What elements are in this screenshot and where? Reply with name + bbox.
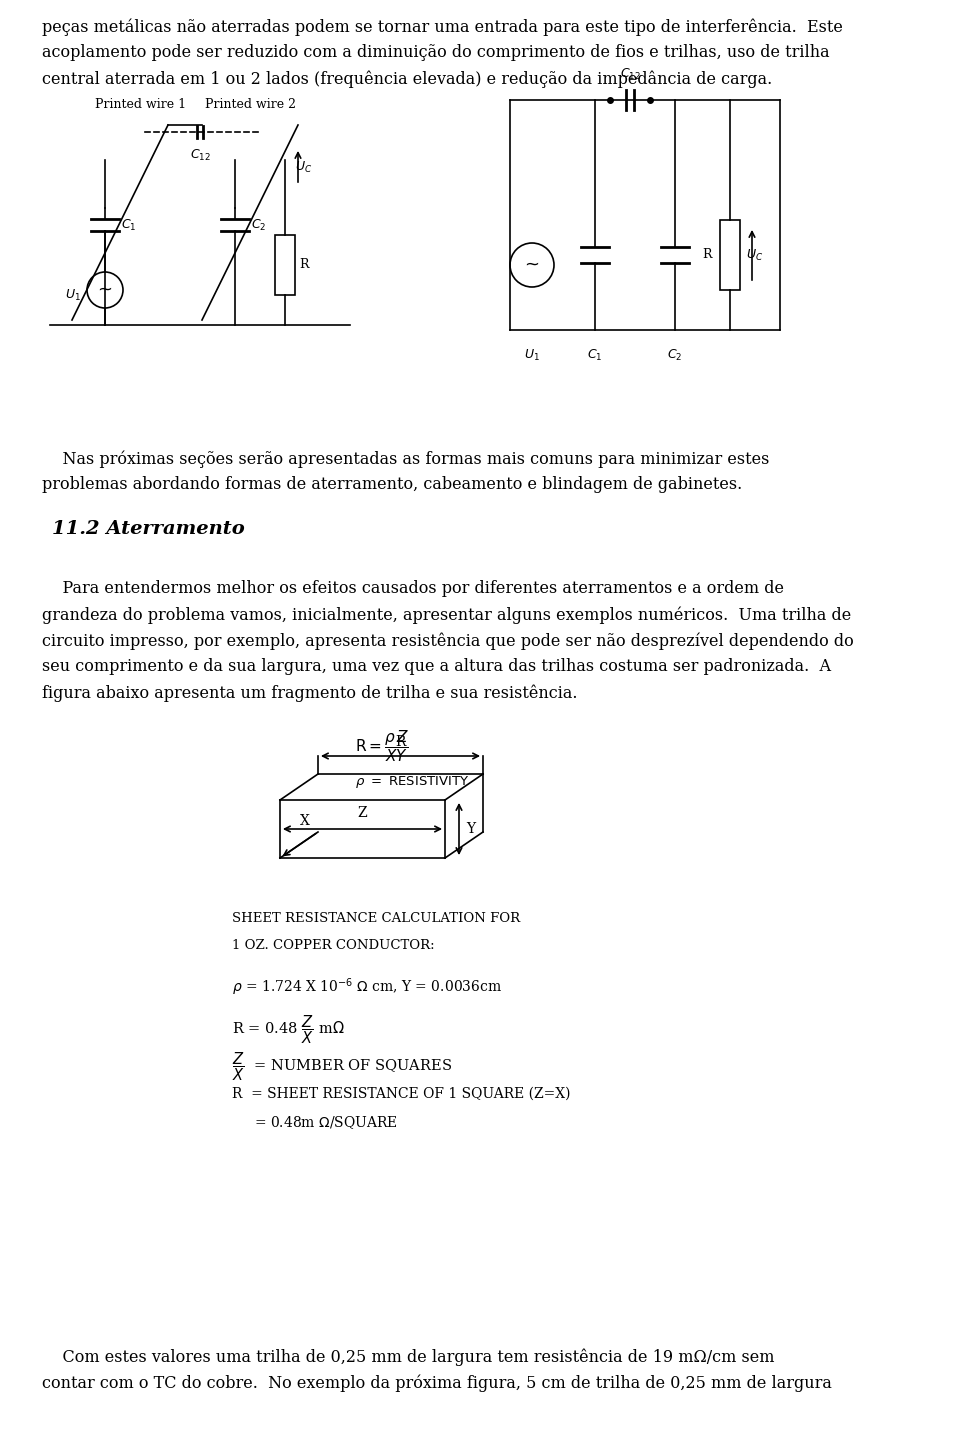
- Text: ~: ~: [98, 281, 112, 299]
- Text: 1 OZ. COPPER CONDUCTOR:: 1 OZ. COPPER CONDUCTOR:: [232, 939, 435, 952]
- Text: circuito impresso, por exemplo, apresenta resistência que pode ser não desprezív: circuito impresso, por exemplo, apresent…: [42, 632, 853, 650]
- Text: ~: ~: [524, 256, 540, 274]
- Text: R: R: [299, 259, 308, 272]
- Text: $\mathrm{R} = \dfrac{\rho\,Z}{XY}$: $\mathrm{R} = \dfrac{\rho\,Z}{XY}$: [355, 727, 409, 763]
- Text: $U_1$: $U_1$: [524, 348, 540, 364]
- Text: central aterrada em 1 ou 2 lados (frequência elevada) e redução da impedância de: central aterrada em 1 ou 2 lados (frequê…: [42, 70, 772, 87]
- Bar: [275, 235, 295, 295]
- Text: SHEET RESISTANCE CALCULATION FOR: SHEET RESISTANCE CALCULATION FOR: [232, 912, 520, 925]
- Text: R = 0.48 $\dfrac{Z}{X}$ m$\Omega$: R = 0.48 $\dfrac{Z}{X}$ m$\Omega$: [232, 1012, 345, 1045]
- Text: Z: Z: [357, 806, 367, 821]
- Text: X: X: [300, 813, 310, 828]
- Text: Printed wire 1: Printed wire 1: [95, 97, 186, 112]
- Text: $C_2$: $C_2$: [667, 348, 683, 364]
- Text: Printed wire 2: Printed wire 2: [205, 97, 296, 112]
- Text: acoplamento pode ser reduzido com a diminuição do comprimento de fios e trilhas,: acoplamento pode ser reduzido com a dimi…: [42, 44, 829, 62]
- Text: Para entendermos melhor os efeitos causados por diferentes aterramentos e a orde: Para entendermos melhor os efeitos causa…: [42, 580, 784, 597]
- Text: R  = SHEET RESISTANCE OF 1 SQUARE (Z=X): R = SHEET RESISTANCE OF 1 SQUARE (Z=X): [232, 1087, 570, 1101]
- Text: problemas abordando formas de aterramento, cabeamento e blindagem de gabinetes.: problemas abordando formas de aterrament…: [42, 475, 742, 493]
- Text: $\rho\ =\ \mathrm{RESISTIVITY}$: $\rho\ =\ \mathrm{RESISTIVITY}$: [355, 775, 469, 790]
- Text: $U_C$: $U_C$: [746, 248, 763, 262]
- Text: $C_2$: $C_2$: [251, 218, 266, 232]
- Text: figura abaixo apresenta um fragmento de trilha e sua resistência.: figura abaixo apresenta um fragmento de …: [42, 684, 578, 702]
- Text: $C_1$: $C_1$: [121, 218, 136, 232]
- Text: Nas próximas seções serão apresentadas as formas mais comuns para minimizar este: Nas próximas seções serão apresentadas a…: [42, 450, 769, 467]
- Text: $\dfrac{Z}{X}$  = NUMBER OF SQUARES: $\dfrac{Z}{X}$ = NUMBER OF SQUARES: [232, 1050, 452, 1083]
- Text: $\rho$ = 1.724 X 10$^{-6}$ $\Omega$ cm, Y = 0.0036cm: $\rho$ = 1.724 X 10$^{-6}$ $\Omega$ cm, …: [232, 977, 502, 998]
- Text: Y: Y: [466, 822, 475, 836]
- Text: $C_1$: $C_1$: [588, 348, 603, 364]
- Text: seu comprimento e da sua largura, uma vez que a altura das trilhas costuma ser p: seu comprimento e da sua largura, uma ve…: [42, 657, 831, 674]
- Text: grandeza do problema vamos, inicialmente, apresentar alguns exemplos numéricos. : grandeza do problema vamos, inicialmente…: [42, 606, 852, 623]
- Text: contar com o TC do cobre.  No exemplo da próxima figura, 5 cm de trilha de 0,25 : contar com o TC do cobre. No exemplo da …: [42, 1373, 832, 1392]
- Text: $U_C$: $U_C$: [295, 160, 312, 175]
- Text: = 0.48m $\Omega$/SQUARE: = 0.48m $\Omega$/SQUARE: [232, 1114, 397, 1131]
- Text: $C_{12}$: $C_{12}$: [189, 147, 210, 163]
- Text: R: R: [395, 735, 405, 749]
- Bar: [720, 221, 740, 291]
- Text: peças metálicas não aterradas podem se tornar uma entrada para este tipo de inte: peças metálicas não aterradas podem se t…: [42, 19, 843, 36]
- Text: $C_{12}$: $C_{12}$: [619, 67, 640, 82]
- Text: $U_1$: $U_1$: [65, 288, 81, 302]
- Text: R: R: [703, 249, 712, 262]
- Text: 11.2 Aterramento: 11.2 Aterramento: [52, 520, 245, 538]
- Text: Com estes valores uma trilha de 0,25 mm de largura tem resistência de 19 mΩ/cm s: Com estes valores uma trilha de 0,25 mm …: [42, 1348, 775, 1366]
